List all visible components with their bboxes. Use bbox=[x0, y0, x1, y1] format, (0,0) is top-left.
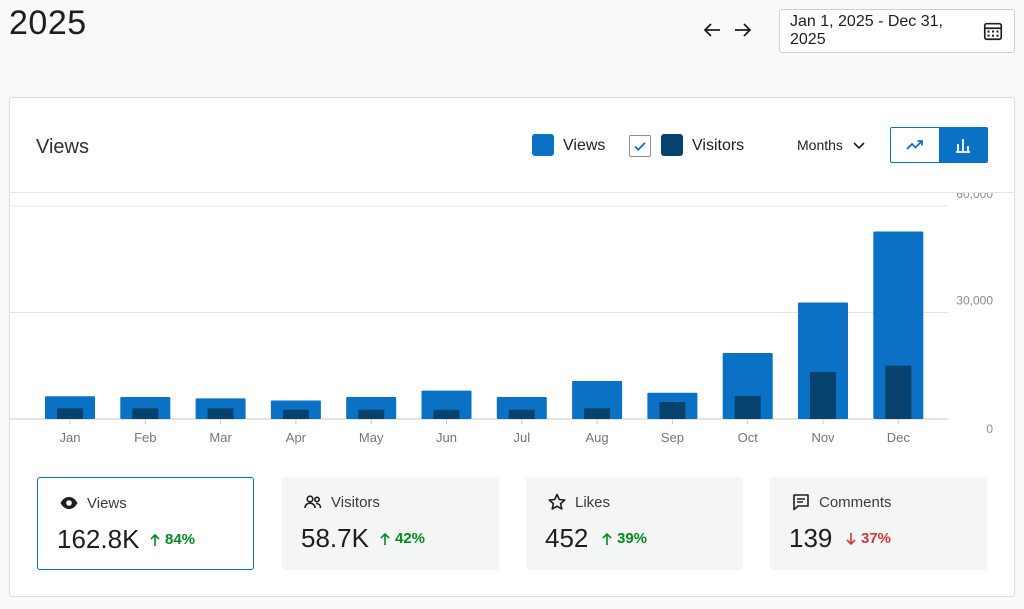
stat-tab-views[interactable]: Views 162.8K 84% bbox=[37, 477, 254, 570]
bar-visitors bbox=[207, 408, 234, 419]
arrow-up-icon bbox=[602, 532, 612, 545]
x-tick-label: Sep bbox=[661, 430, 684, 445]
bar-visitors bbox=[885, 365, 912, 419]
stat-delta-value: 37% bbox=[861, 530, 892, 547]
legend-label-visitors: Visitors bbox=[692, 137, 745, 154]
bar-visitors bbox=[57, 408, 83, 419]
visitors-checkbox[interactable] bbox=[629, 135, 651, 157]
y-tick-label: 30,000 bbox=[956, 294, 993, 308]
arrow-right-icon bbox=[735, 23, 752, 37]
card-title: Views bbox=[36, 136, 89, 158]
bar-visitors bbox=[132, 408, 159, 419]
arrow-down-icon bbox=[846, 532, 856, 545]
stat-delta-value: 84% bbox=[165, 531, 196, 548]
stat-tab-likes[interactable]: Likes 452 39% bbox=[526, 477, 743, 570]
legend-label-views: Views bbox=[563, 137, 606, 154]
stat-tab-comments[interactable]: Comments 139 37% bbox=[770, 477, 987, 570]
next-period-button[interactable] bbox=[731, 18, 755, 42]
legend-swatch-views bbox=[532, 134, 554, 156]
card-divider bbox=[10, 192, 1014, 193]
date-range-text: Jan 1, 2025 - Dec 31, 2025 bbox=[790, 13, 943, 48]
line-chart-option[interactable] bbox=[891, 128, 939, 162]
x-tick-label: Feb bbox=[134, 430, 156, 445]
stat-delta-value: 39% bbox=[617, 530, 648, 547]
legend-swatch-visitors bbox=[661, 134, 683, 156]
arrow-left-icon bbox=[703, 23, 720, 37]
y-tick-label: 60,000 bbox=[956, 193, 993, 201]
year-title: 2025 bbox=[9, 4, 87, 42]
eye-icon bbox=[60, 497, 78, 509]
people-icon bbox=[304, 495, 322, 509]
stat-label: Views bbox=[87, 494, 127, 512]
stat-value: 452 bbox=[545, 523, 589, 553]
chevron-down-icon bbox=[853, 142, 865, 150]
stat-tab-visitors[interactable]: Visitors 58.7K 42% bbox=[282, 477, 499, 570]
bar-visitors bbox=[584, 408, 611, 419]
checkmark-icon bbox=[634, 142, 646, 151]
x-tick-label: Jun bbox=[436, 430, 457, 445]
period-select-value: Months bbox=[797, 137, 843, 153]
bar-visitors bbox=[659, 401, 686, 419]
x-tick-label: Dec bbox=[887, 430, 911, 445]
bar-visitors bbox=[508, 409, 535, 419]
x-tick-label: May bbox=[359, 430, 384, 445]
stat-delta: 84% bbox=[148, 531, 195, 548]
bar-visitors bbox=[734, 395, 761, 419]
stat-value: 58.7K bbox=[301, 523, 369, 553]
bar-visitors bbox=[282, 409, 309, 419]
bar-visitors bbox=[358, 409, 385, 419]
trending-up-icon bbox=[906, 140, 923, 150]
date-range-picker[interactable]: Jan 1, 2025 - Dec 31, 2025 bbox=[779, 9, 1015, 53]
previous-period-button[interactable] bbox=[700, 18, 724, 42]
stat-delta: 39% bbox=[600, 530, 647, 547]
bar-visitors bbox=[433, 409, 460, 419]
stat-label: Visitors bbox=[331, 493, 380, 511]
bar-chart-option[interactable] bbox=[939, 128, 987, 162]
bar-visitors bbox=[810, 372, 836, 419]
stat-delta: 37% bbox=[844, 530, 891, 547]
views-bar-chart: 60,000 30,000 0 Jan Feb Mar Apr May Jun Jul Aug Sep… bbox=[10, 193, 993, 445]
x-tick-label: Aug bbox=[586, 430, 609, 445]
chart-type-toggle bbox=[890, 127, 988, 163]
stat-delta-value: 42% bbox=[395, 530, 426, 547]
calendar-icon bbox=[983, 22, 1003, 41]
x-tick-label: Jan bbox=[60, 430, 81, 445]
x-tick-label: Nov bbox=[811, 430, 835, 445]
x-tick-label: Jul bbox=[513, 430, 530, 445]
stat-value: 162.8K bbox=[57, 524, 140, 554]
stat-label: Comments bbox=[819, 493, 892, 511]
bar-chart-icon bbox=[956, 139, 970, 153]
arrow-up-icon bbox=[150, 533, 160, 546]
comment-icon bbox=[793, 494, 809, 511]
star-icon bbox=[548, 493, 566, 510]
stat-delta: 42% bbox=[378, 530, 425, 547]
period-select[interactable]: Months bbox=[797, 137, 867, 153]
x-tick-label: Apr bbox=[286, 430, 307, 445]
x-tick-label: Oct bbox=[738, 430, 759, 445]
y-tick-label: 0 bbox=[986, 422, 993, 436]
stat-label: Likes bbox=[575, 493, 611, 511]
x-tick-label: Mar bbox=[209, 430, 232, 445]
stats-card: Views Views Visitors Months 60,000 30,000… bbox=[9, 97, 1015, 597]
arrow-up-icon bbox=[380, 532, 390, 545]
stat-value: 139 bbox=[789, 523, 833, 553]
